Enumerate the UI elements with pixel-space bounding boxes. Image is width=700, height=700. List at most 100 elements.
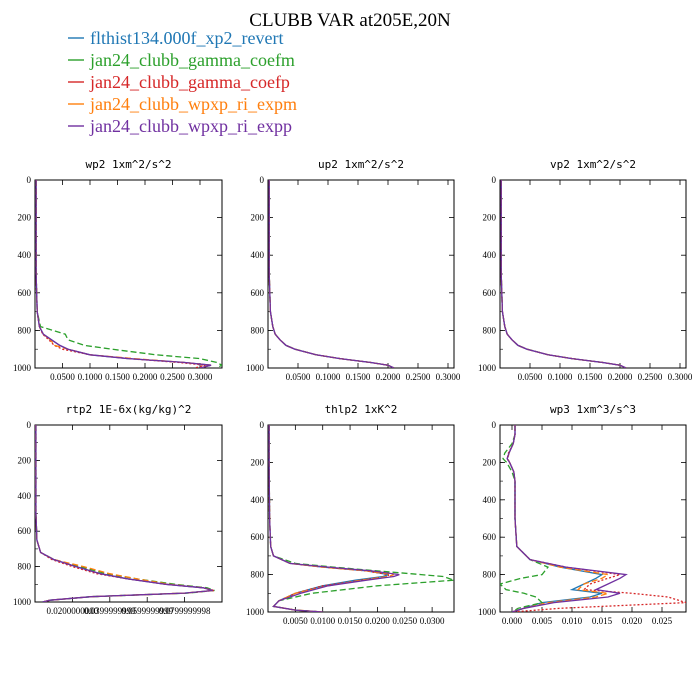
series-line	[35, 425, 213, 602]
legend: flthist134.000f_xp2_revertjan24_clubb_ga…	[68, 28, 297, 136]
series-line	[506, 425, 686, 612]
y-tick-label: 400	[18, 250, 32, 260]
plot-frame	[499, 179, 687, 369]
y-tick-label: 200	[18, 213, 32, 223]
series-line	[500, 180, 627, 368]
series-line	[500, 425, 550, 612]
x-tick-label: 0.2500	[638, 372, 663, 382]
y-tick-label: 0	[260, 175, 265, 185]
x-tick-label: 0.0300	[420, 616, 445, 626]
x-tick-label: 0.2000	[376, 372, 401, 382]
series-line	[506, 425, 604, 612]
y-tick-label: 0	[260, 420, 265, 430]
x-tick-label: 0.1000	[78, 372, 103, 382]
series-line	[507, 425, 610, 612]
chart-panel: up2 1xm^2/s^2 0 200 400 600 800 1000 0.0500 0.10…	[246, 158, 461, 382]
series-line	[268, 180, 395, 368]
y-tick-label: 0	[27, 175, 32, 185]
y-tick-label: 600	[251, 288, 265, 298]
y-tick-label: 0	[492, 175, 497, 185]
series-line	[268, 425, 400, 612]
y-tick-label: 800	[18, 325, 32, 335]
y-tick-label: 200	[483, 213, 497, 223]
x-tick-label: 0.3000	[668, 372, 693, 382]
x-tick-label: 0.2000	[133, 372, 158, 382]
x-tick-label: 0.020	[622, 616, 643, 626]
x-tick-label: 0.0500	[50, 372, 75, 382]
plot-frame	[267, 179, 455, 369]
x-tick-label: 0.0100	[310, 616, 335, 626]
x-tick-label: 0.1000	[316, 372, 341, 382]
x-tick-label: 0.1500	[578, 372, 603, 382]
legend-entry: jan24_clubb_wpxp_ri_expp	[89, 116, 292, 136]
panel-title: up2 1xm^2/s^2	[318, 158, 404, 171]
y-tick-label: 1000	[478, 363, 497, 373]
y-tick-label: 800	[483, 325, 497, 335]
y-tick-label: 1000	[13, 363, 32, 373]
x-tick-label: 0.0799999998	[159, 606, 211, 616]
series-line	[500, 180, 627, 368]
y-tick-label: 400	[251, 250, 265, 260]
series-line	[268, 425, 389, 612]
series-line	[35, 180, 206, 368]
x-tick-label: 0.005	[532, 616, 553, 626]
x-tick-label: 0.0599999999	[121, 606, 173, 616]
y-tick-label: 800	[251, 325, 265, 335]
series-line	[35, 180, 222, 368]
x-tick-label: 0.2500	[406, 372, 431, 382]
y-tick-label: 1000	[13, 597, 32, 607]
legend-entry: jan24_clubb_wpxp_ri_expm	[89, 94, 297, 114]
panel-title: vp2 1xm^2/s^2	[550, 158, 636, 171]
series-line	[268, 425, 454, 612]
series-line	[268, 180, 395, 368]
series-line	[500, 180, 627, 368]
legend-entry: jan24_clubb_gamma_coefp	[89, 72, 290, 92]
x-tick-label: 0.025	[652, 616, 673, 626]
series-line	[506, 425, 628, 612]
chart-panel: rtp2 1E-6x(kg/kg)^2 0 200 400 600 800 1000 0.02…	[13, 403, 223, 616]
y-tick-label: 1000	[246, 363, 265, 373]
panel-title: rtp2 1E-6x(kg/kg)^2	[66, 403, 192, 416]
chart-panel: wp2 1xm^2/s^2 0 200 400 600 800 1000 0.0500 0.10…	[13, 158, 223, 382]
y-tick-label: 800	[18, 562, 32, 572]
series-line	[35, 425, 215, 602]
x-tick-label: 0.2000	[608, 372, 633, 382]
y-tick-label: 600	[251, 532, 265, 542]
x-tick-label: 0.1000	[548, 372, 573, 382]
y-tick-label: 600	[18, 288, 32, 298]
legend-entry: jan24_clubb_gamma_coefm	[89, 50, 295, 70]
legend-entry: flthist134.000f_xp2_revert	[90, 28, 283, 48]
series-line	[35, 425, 215, 602]
x-tick-label: 0.0200	[365, 616, 390, 626]
chart-panel: vp2 1xm^2/s^2 0 200 400 600 800 1000 0.0500 0.10…	[478, 158, 693, 382]
panel-title: wp3 1xm^3/s^3	[550, 403, 636, 416]
x-tick-label: 0.2500	[160, 372, 185, 382]
x-tick-label: 0.0500	[286, 372, 311, 382]
series-line	[268, 425, 390, 612]
series-line	[35, 425, 213, 602]
y-tick-label: 400	[251, 495, 265, 505]
y-tick-label: 1000	[478, 607, 497, 617]
series-line	[268, 180, 395, 368]
y-tick-label: 1000	[246, 607, 265, 617]
x-tick-label: 0.3000	[188, 372, 213, 382]
x-tick-label: 0.010	[562, 616, 583, 626]
series-line	[268, 180, 395, 368]
series-line	[500, 180, 627, 368]
y-tick-label: 600	[483, 288, 497, 298]
series-line	[35, 180, 212, 368]
y-tick-label: 200	[251, 457, 265, 467]
chart-panel: wp3 1xm^3/s^3 0 200 400 600 800 1000 0.000 0.005…	[478, 403, 687, 626]
x-tick-label: 0.0050	[283, 616, 308, 626]
y-tick-label: 0	[492, 420, 497, 430]
series-line	[268, 180, 395, 368]
y-tick-label: 400	[18, 491, 32, 501]
y-tick-label: 800	[251, 570, 265, 580]
plot-frame	[34, 179, 223, 369]
plot-frame	[499, 424, 687, 613]
x-tick-label: 0.000	[502, 616, 523, 626]
x-tick-label: 0.3000	[436, 372, 461, 382]
y-tick-label: 600	[483, 532, 497, 542]
y-tick-label: 200	[251, 213, 265, 223]
